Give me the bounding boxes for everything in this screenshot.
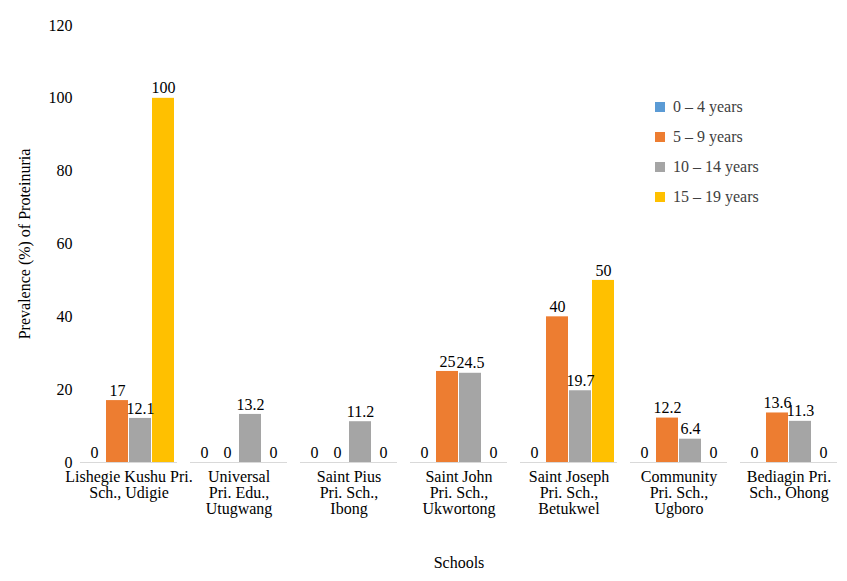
html-text:5 – 9 years: 5 – 9 years	[673, 128, 743, 145]
svg-text:0: 0	[65, 454, 73, 471]
svg-text:0: 0	[490, 444, 498, 461]
svg-text:0: 0	[710, 444, 718, 461]
svg-text:Bediagin Pri.Sch., Ohong: Bediagin Pri.Sch., Ohong	[747, 468, 831, 502]
svg-text:0: 0	[334, 444, 342, 461]
html-text:15 – 19 years: 15 – 19 years	[673, 188, 759, 205]
svg-text:80: 80	[57, 162, 73, 179]
svg-text:25: 25	[440, 353, 456, 370]
svg-text:19.7: 19.7	[567, 372, 595, 389]
svg-text:0: 0	[311, 444, 319, 461]
svg-text:6.4: 6.4	[681, 420, 701, 437]
svg-text:0: 0	[224, 444, 232, 461]
svg-text:0: 0	[531, 444, 539, 461]
svg-text:100: 100	[152, 79, 176, 96]
svg-text:0: 0	[270, 444, 278, 461]
svg-text:24.5: 24.5	[457, 354, 485, 371]
svg-text:Saint JosephPri. Sch.,Betukwel: Saint JosephPri. Sch.,Betukwel	[529, 468, 609, 517]
html-text:0 – 4 years: 0 – 4 years	[673, 98, 743, 115]
svg-text:Prevalence (%) of Proteinuria: Prevalence (%) of Proteinuria	[16, 149, 34, 340]
svg-text:13.6: 13.6	[763, 394, 792, 412]
svg-text:17: 17	[110, 382, 126, 399]
svg-text:CommunityPri. Sch.,Ugboro: CommunityPri. Sch.,Ugboro	[641, 468, 717, 518]
html-text:10 – 14 years: 10 – 14 years	[673, 158, 759, 175]
svg-text:13.2: 13.2	[237, 396, 265, 413]
svg-text:12.2: 12.2	[654, 399, 682, 416]
svg-text:20: 20	[57, 381, 73, 398]
svg-text:0: 0	[201, 444, 209, 461]
svg-text:UniversalPri. Edu.,Utugwang: UniversalPri. Edu.,Utugwang	[206, 468, 273, 518]
svg-text:Schools: Schools	[434, 554, 485, 571]
svg-text:12.1: 12.1	[127, 400, 155, 417]
svg-text:120: 120	[49, 17, 73, 34]
svg-text:40: 40	[550, 298, 566, 315]
svg-text:0: 0	[380, 444, 388, 461]
svg-text:Saint PiusPri. Sch.,Ibong: Saint PiusPri. Sch.,Ibong	[317, 468, 381, 518]
svg-text:Lishegie Kushu Pri.Sch., Udigi: Lishegie Kushu Pri.Sch., Udigie	[65, 468, 193, 502]
svg-text:11.3: 11.3	[787, 402, 814, 419]
svg-text:0: 0	[641, 444, 649, 461]
svg-text:0: 0	[820, 444, 828, 461]
svg-text:0: 0	[751, 444, 759, 461]
svg-text:100: 100	[49, 89, 73, 106]
svg-text:0: 0	[91, 444, 99, 461]
svg-text:11.2: 11.2	[347, 403, 374, 420]
svg-text:Saint JohnPri. Sch.,Ukwortong: Saint JohnPri. Sch.,Ukwortong	[423, 468, 496, 518]
svg-text:50: 50	[596, 262, 612, 279]
svg-text:0: 0	[421, 444, 429, 461]
svg-text:60: 60	[57, 235, 73, 252]
svg-text:40: 40	[57, 308, 73, 325]
